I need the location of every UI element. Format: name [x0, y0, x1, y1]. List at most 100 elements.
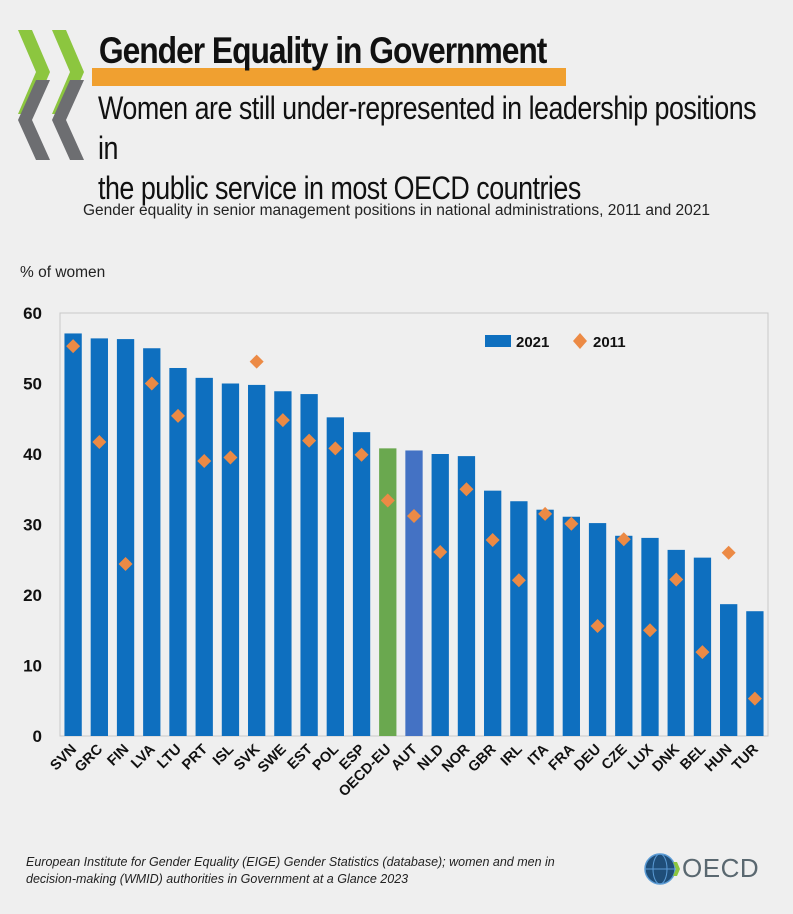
marker-2011-nor	[459, 482, 474, 497]
marker-2011-pol	[328, 441, 343, 456]
legend-label-2011: 2011	[593, 334, 626, 351]
marker-2011-cze	[616, 532, 631, 547]
title-block: Gender Equality in Government	[92, 30, 620, 86]
oecd-chevrons-icon	[18, 30, 84, 160]
bar-dnk	[667, 549, 685, 736]
bar-ltu	[169, 367, 187, 736]
x-tick-label: SWE	[255, 741, 290, 776]
logo-text: OECD	[682, 853, 760, 883]
x-tick-label: DNK	[650, 741, 684, 775]
bar-gbr	[484, 490, 502, 736]
marker-2011-lva	[144, 376, 159, 391]
marker-2011-prt	[197, 454, 212, 469]
bar-prt	[195, 377, 213, 736]
marker-2011-swe	[275, 413, 290, 428]
oecd-logo: OECD	[644, 852, 774, 886]
marker-2011-isl	[223, 450, 238, 465]
source-note: European Institute for Gender Equality (…	[26, 854, 636, 888]
bar-lva	[143, 348, 161, 736]
marker-2011-fra	[564, 516, 579, 531]
y-axis-label: % of women	[20, 264, 106, 281]
x-tick-label: LVA	[128, 741, 159, 772]
page-title: Gender Equality in Government	[98, 30, 548, 71]
x-tick-label: NOR	[439, 741, 473, 775]
bar-fra	[562, 516, 580, 736]
y-tick-label: 60	[23, 304, 42, 323]
legend-swatch-2021	[485, 335, 511, 347]
y-tick-label: 40	[23, 445, 42, 464]
subtitle-line-2: the public service in most OECD countrie…	[98, 170, 581, 206]
x-tick-label: POL	[310, 741, 342, 773]
bar-nld	[431, 454, 449, 736]
bar-est	[300, 394, 318, 736]
x-tick-label: FRA	[546, 741, 579, 774]
bar-cze	[615, 535, 633, 736]
marker-2011-deu	[590, 619, 605, 634]
x-tick-label: BEL	[677, 741, 709, 773]
marker-2011-est	[302, 433, 317, 448]
subtitle: Women are still under-represented in lea…	[98, 88, 770, 208]
bar-hun	[720, 604, 738, 736]
x-tick-label: TUR	[729, 741, 762, 774]
y-tick-label: 20	[23, 586, 42, 605]
y-tick-label: 0	[33, 727, 42, 746]
legend-swatch-2011	[573, 333, 587, 349]
x-tick-label: IRL	[498, 741, 526, 769]
bar-svn	[64, 333, 82, 736]
title-highlight	[92, 68, 566, 86]
legend-label-2021: 2021	[516, 334, 549, 351]
x-tick-label: GBR	[465, 741, 499, 775]
x-tick-label: LUX	[625, 741, 657, 773]
bar-tur	[746, 611, 764, 736]
x-tick-label: CZE	[599, 741, 631, 773]
bar-oecd-eu	[379, 448, 397, 736]
bar-grc	[90, 338, 108, 736]
marker-2011-svk	[249, 354, 264, 369]
bar-fin	[116, 339, 135, 736]
marker-2011-nld	[433, 544, 448, 559]
x-tick-label: NLD	[415, 742, 447, 774]
bar-nor	[457, 456, 476, 736]
marker-2011-grc	[92, 435, 107, 450]
marker-2011-oecd-eu	[380, 493, 395, 508]
marker-2011-esp	[354, 447, 369, 462]
y-tick-label: 50	[23, 375, 42, 394]
x-tick-label: LTU	[154, 742, 184, 772]
subtitle-line-1: Women are still under-represented in lea…	[98, 90, 757, 166]
marker-2011-dnk	[669, 572, 684, 587]
x-tick-label: AUT	[388, 741, 420, 773]
x-tick-label: FIN	[105, 742, 133, 770]
y-tick-label: 30	[23, 516, 42, 535]
marker-2011-ita	[538, 506, 553, 521]
x-tick-label: SVN	[48, 742, 80, 774]
x-tick-label: HUN	[702, 742, 736, 776]
bar-ita	[536, 509, 554, 736]
marker-2011-lux	[643, 623, 657, 638]
x-tick-label: DEU	[571, 742, 604, 775]
source-line-1: European Institute for Gender Equality (…	[26, 855, 555, 869]
marker-2011-fin	[118, 556, 133, 571]
x-tick-label: PRT	[179, 741, 211, 773]
marker-2011-aut	[407, 509, 421, 524]
bar-chart: 0102030405060SVNGRCFINLVALTUPRTISLSVKSWE…	[23, 304, 769, 800]
y-tick-label: 10	[23, 657, 42, 676]
marker-2011-svn	[66, 339, 81, 354]
marker-2011-hun	[721, 545, 736, 560]
x-tick-label: GRC	[72, 741, 106, 775]
bar-pol	[326, 417, 344, 736]
chart-title: Gender equality in senior management pos…	[82, 202, 710, 219]
marker-2011-irl	[511, 573, 526, 588]
marker-2011-bel	[695, 645, 710, 660]
marker-2011-tur	[747, 691, 762, 706]
bar-aut	[405, 450, 423, 736]
source-line-2: decision-making (WMID) authorities in Go…	[26, 872, 409, 886]
globe-icon	[644, 853, 680, 885]
marker-2011-gbr	[485, 533, 500, 548]
bar-esp	[352, 432, 371, 736]
x-tick-label: EST	[285, 741, 316, 772]
bar-swe	[274, 391, 292, 736]
marker-2011-ltu	[171, 408, 185, 423]
bar-svk	[248, 384, 266, 736]
bar-isl	[221, 383, 240, 736]
bar-irl	[510, 501, 528, 736]
